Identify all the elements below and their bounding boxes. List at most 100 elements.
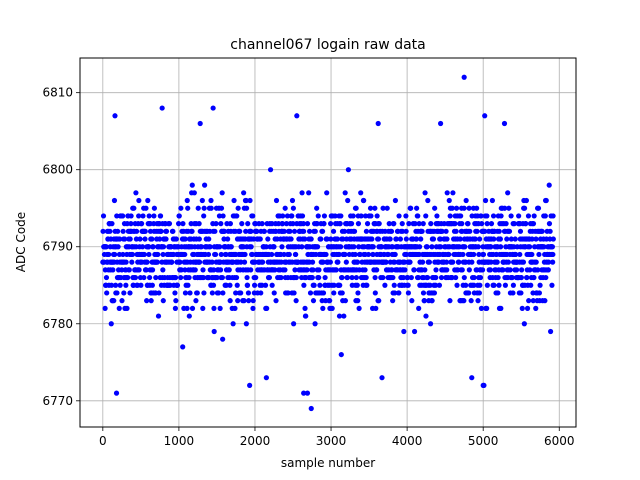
data-point — [429, 244, 435, 250]
data-point — [375, 120, 381, 127]
data-point — [545, 259, 552, 265]
data-point — [320, 305, 326, 311]
data-point — [501, 120, 508, 127]
data-point — [533, 259, 539, 265]
data-point — [373, 305, 379, 311]
data-point — [453, 228, 459, 234]
data-point — [490, 213, 497, 219]
data-point — [465, 221, 471, 227]
data-point — [423, 313, 429, 319]
data-point — [205, 251, 212, 258]
data-point — [474, 228, 480, 234]
data-point — [376, 221, 382, 227]
data-point — [300, 221, 307, 227]
data-point — [390, 298, 396, 304]
data-point — [527, 244, 533, 250]
data-point — [333, 267, 339, 273]
data-point — [120, 251, 126, 258]
data-point — [215, 290, 222, 296]
data-point — [306, 228, 313, 234]
data-point — [384, 205, 390, 211]
data-point — [525, 213, 532, 219]
data-point — [443, 228, 449, 234]
data-point — [217, 244, 223, 250]
data-point — [355, 221, 362, 227]
data-point — [363, 228, 370, 234]
data-point — [146, 251, 152, 258]
data-point — [414, 205, 420, 211]
data-point — [504, 236, 510, 242]
data-point — [477, 274, 484, 281]
data-point — [370, 251, 376, 258]
data-point — [364, 221, 371, 227]
data-point — [269, 282, 275, 288]
data-point — [302, 236, 308, 242]
data-point — [444, 190, 450, 196]
data-point — [550, 259, 556, 265]
data-point — [195, 205, 201, 211]
x-tick-label: 5000 — [468, 434, 499, 448]
data-point — [119, 267, 125, 273]
data-point — [411, 267, 417, 273]
data-point — [144, 259, 150, 265]
data-point — [533, 236, 539, 242]
data-point — [273, 197, 280, 204]
data-point — [471, 274, 477, 281]
data-point — [391, 282, 397, 288]
data-point — [170, 228, 176, 234]
data-point — [523, 197, 530, 204]
data-point — [309, 259, 316, 265]
data-point — [126, 267, 132, 273]
data-point — [244, 282, 251, 288]
data-point — [370, 244, 376, 250]
data-point — [376, 298, 382, 304]
data-point — [166, 221, 173, 227]
data-point — [531, 274, 537, 281]
data-point — [484, 221, 490, 227]
data-point — [498, 305, 504, 311]
data-point — [301, 228, 307, 234]
data-point — [463, 197, 469, 204]
data-point — [312, 228, 318, 234]
data-point — [461, 74, 467, 80]
data-point — [337, 282, 343, 288]
data-point — [457, 236, 463, 242]
data-point — [151, 213, 157, 219]
data-point — [494, 259, 500, 265]
data-point — [147, 228, 154, 234]
data-point — [526, 298, 532, 304]
data-point — [495, 290, 501, 296]
data-point — [131, 205, 137, 211]
data-point — [415, 274, 422, 281]
data-point — [380, 205, 386, 211]
data-point — [456, 259, 462, 265]
data-point — [251, 282, 258, 288]
data-point — [368, 213, 374, 219]
data-point — [330, 228, 337, 234]
data-point — [115, 244, 121, 250]
data-point — [186, 313, 192, 319]
data-point — [237, 228, 243, 234]
data-point — [157, 213, 164, 219]
data-point — [217, 267, 224, 273]
data-point — [459, 221, 465, 227]
y-tick-label: 6770 — [42, 394, 73, 408]
data-point — [327, 298, 333, 304]
data-point — [235, 205, 241, 211]
data-point — [196, 221, 202, 227]
data-point — [460, 251, 466, 258]
data-point — [208, 197, 214, 204]
data-point — [232, 305, 238, 311]
data-point — [382, 282, 388, 288]
data-point — [285, 290, 291, 296]
data-point — [112, 251, 118, 258]
data-point — [113, 282, 119, 288]
data-point — [247, 197, 253, 204]
data-point — [450, 190, 456, 196]
data-point — [293, 251, 299, 258]
data-point — [182, 290, 189, 296]
data-point — [219, 190, 225, 196]
data-point — [546, 182, 552, 188]
data-point — [400, 274, 406, 281]
